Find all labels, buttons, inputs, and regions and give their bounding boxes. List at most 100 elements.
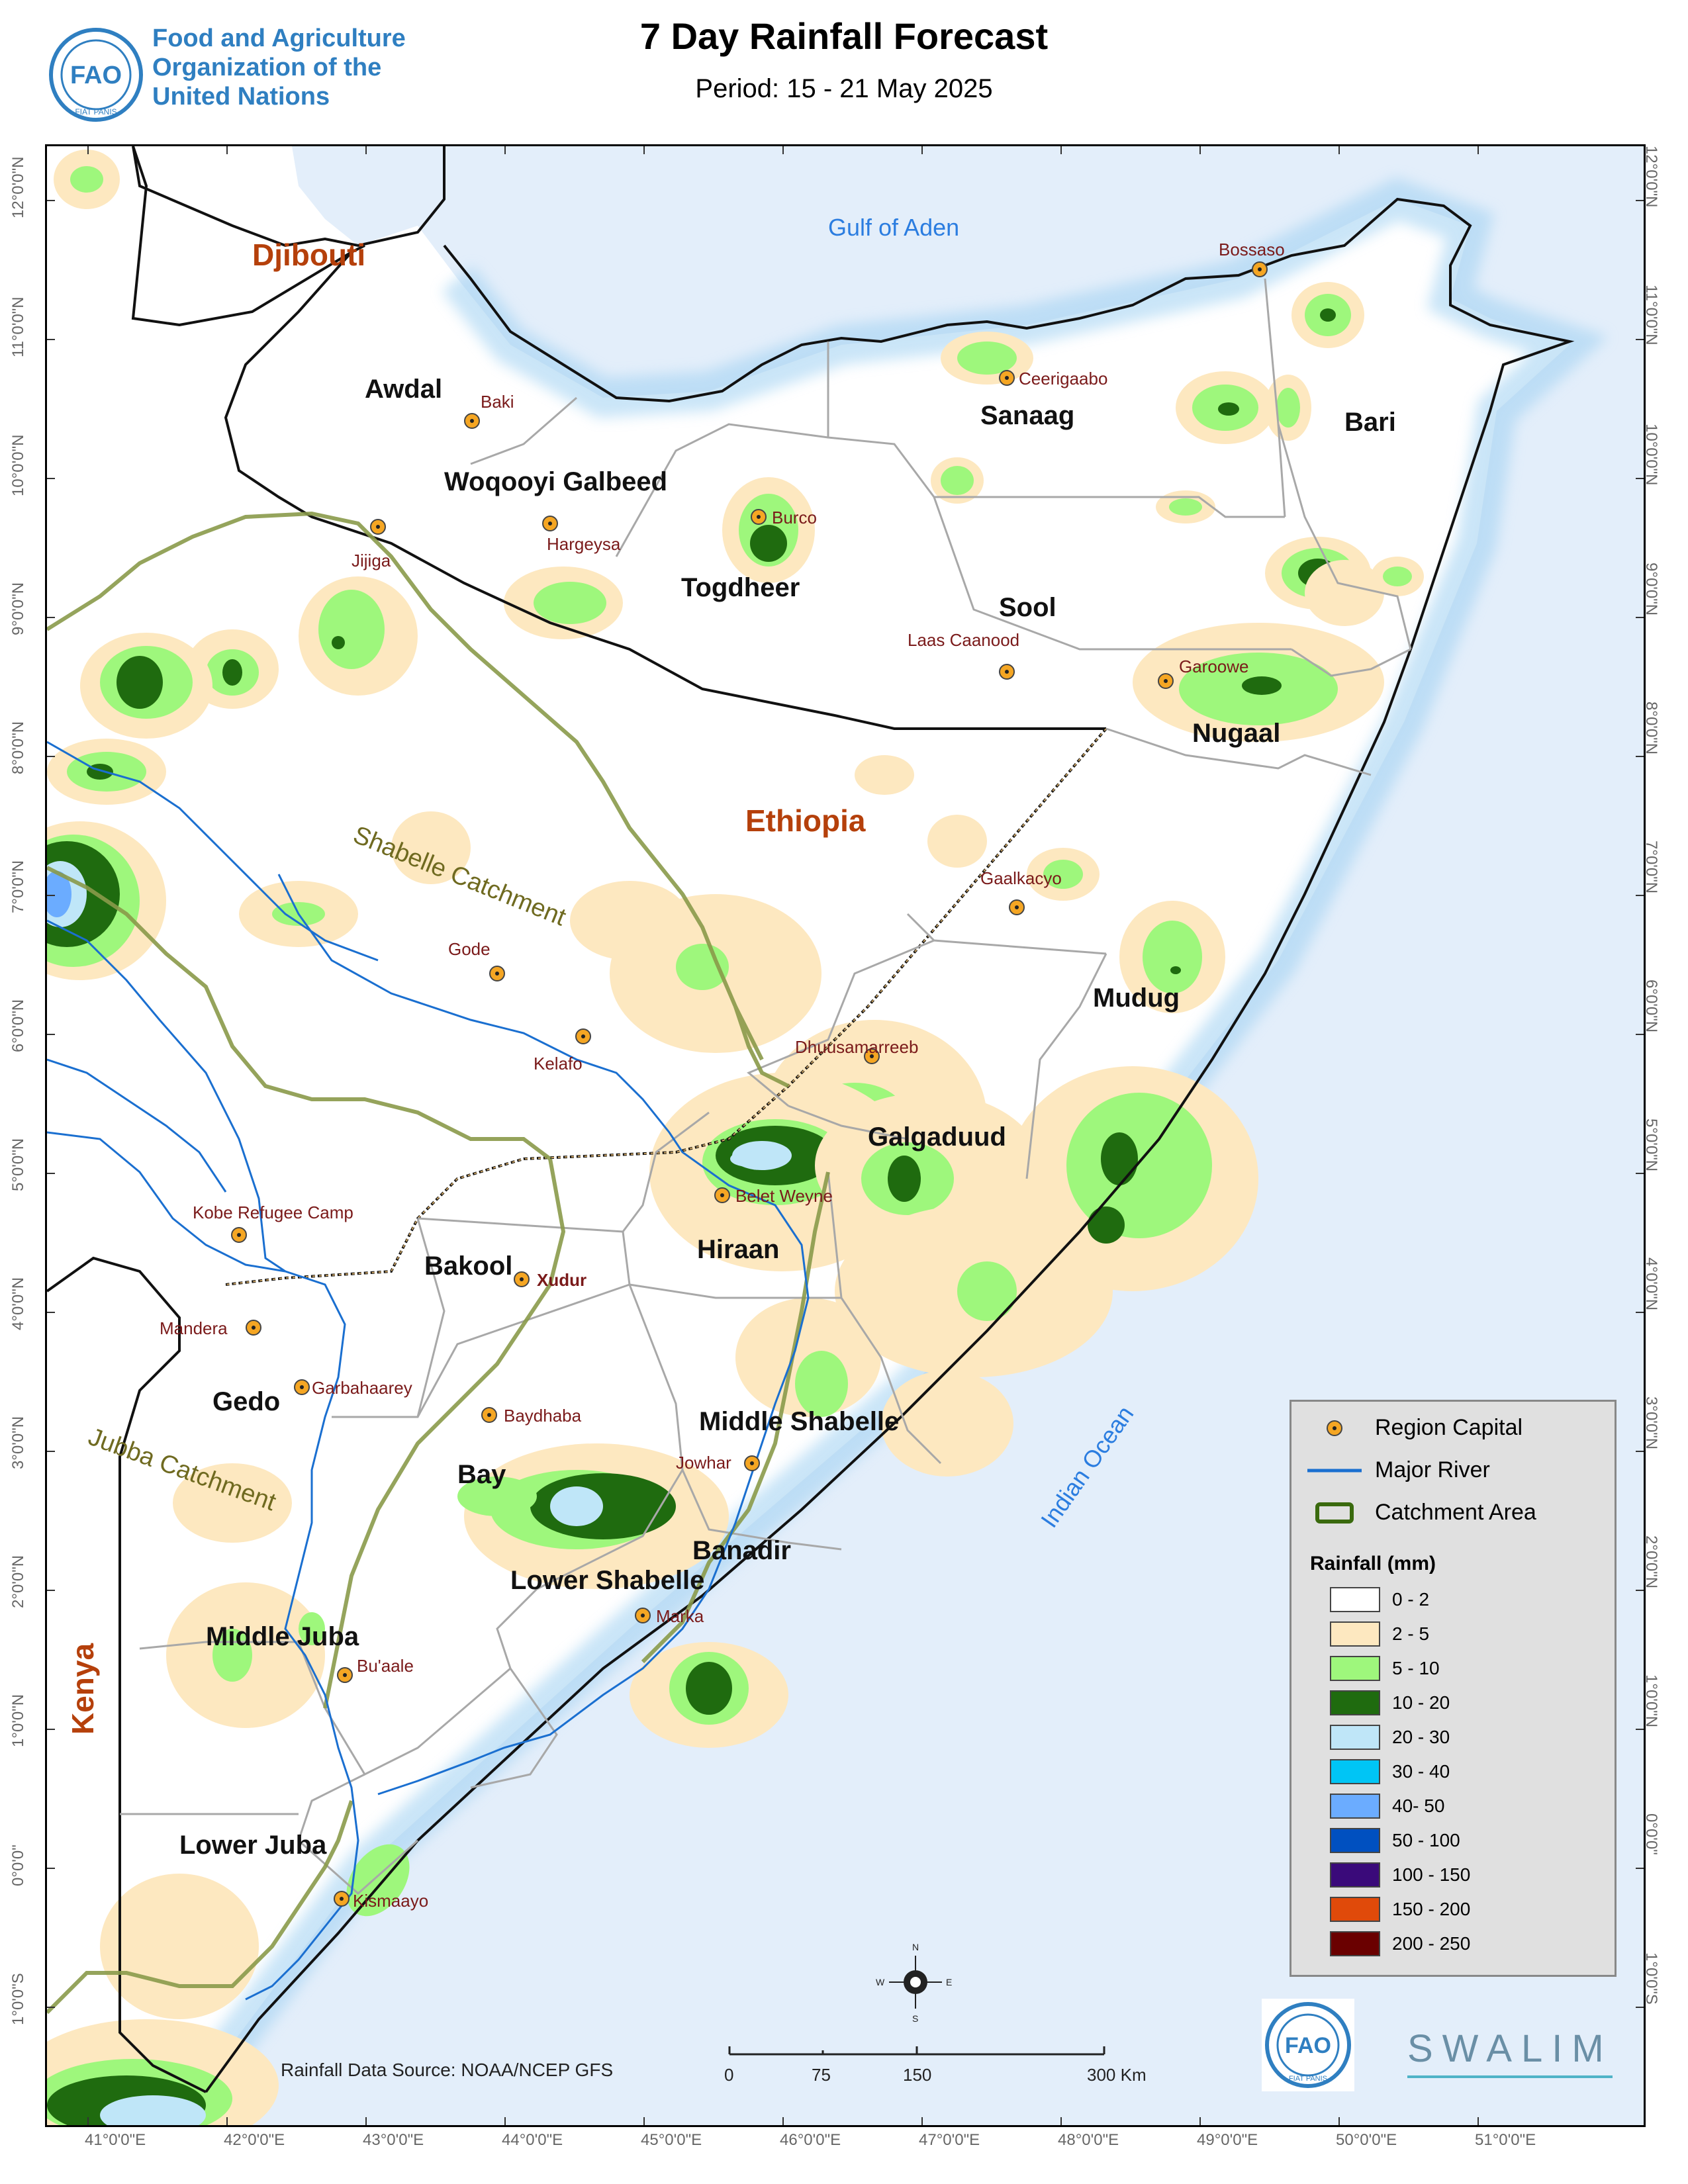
fao-logo: FAO FIAT PANIS: [1262, 1999, 1354, 2091]
capital-label-baki: Baki: [481, 392, 514, 412]
lat-tick: 6°0'0"N: [1642, 979, 1660, 1033]
map-title: 7 Day Rainfall Forecast: [639, 15, 1049, 57]
legend-catchment-label: Catchment Area: [1375, 1500, 1536, 1525]
rain-5-10: [534, 582, 606, 624]
rain-10-20: [1242, 676, 1282, 695]
legend-swatch: [1330, 1897, 1380, 1922]
region-label-woqooyi: Woqooyi Galbeed: [444, 467, 667, 496]
lon-tick: 48°0'0"E: [1058, 2131, 1119, 2149]
region-boundaries: [120, 278, 1412, 1895]
rain-5-10: [1276, 388, 1300, 428]
region-label-awdal: Awdal: [365, 375, 442, 404]
capital-label-hargeysa: Hargeysa: [547, 534, 621, 554]
border-provisional: [225, 727, 1107, 1286]
rain-20-30: [550, 1486, 603, 1526]
rain-5-10: [957, 341, 1017, 375]
org-line: United Nations: [152, 83, 330, 111]
region-label-bari: Bari: [1344, 408, 1396, 437]
org-name: Food and Agriculture Organization of the…: [152, 24, 406, 111]
legend-class-label: 50 - 100: [1392, 1830, 1460, 1850]
rain-10-20: [888, 1156, 921, 1202]
rain-2-5: [391, 811, 471, 884]
legend-class-label: 100 - 150: [1392, 1864, 1471, 1885]
rain-5-10: [1043, 860, 1083, 889]
capital-label-gode: Gode: [448, 939, 491, 959]
fao-logo: FAO FIAT PANIS: [46, 25, 146, 124]
rain-40-50: [47, 871, 71, 917]
lon-tick: 45°0'0"E: [641, 2131, 702, 2149]
lat-tick: 1°0'0"S: [1642, 1952, 1660, 2005]
capital-label-ceerigaabo: Ceerigaabo: [1019, 369, 1107, 388]
lat-tick: 8°0'0"N: [9, 721, 27, 774]
legend-rain-class: 10 - 20: [1330, 1690, 1450, 1715]
rain-5-10: [957, 1261, 1017, 1321]
legend-rain-class: 0 - 2: [1330, 1587, 1429, 1612]
border-somaliland-ethiopia: [224, 251, 1106, 730]
rain-5-10: [1383, 567, 1412, 586]
rainfall-layer: [47, 150, 1424, 2125]
legend-rain-class: 40- 50: [1330, 1794, 1444, 1819]
rain-20-30: [100, 2095, 206, 2125]
legend-swatch: [1330, 1725, 1380, 1750]
legend-class-label: 5 - 10: [1392, 1658, 1440, 1678]
lon-tick: 49°0'0"E: [1197, 2131, 1258, 2149]
region-label-middle-juba: Middle Juba: [206, 1622, 359, 1651]
rain-2-5: [570, 881, 689, 960]
scale-label: 0: [724, 2065, 734, 2085]
rain-2-5: [100, 1874, 259, 2019]
scale-bar: [728, 2046, 1105, 2056]
lat-tick: 9°0'0"N: [1642, 563, 1660, 616]
sea-label-gulf: Gulf of Aden: [828, 214, 959, 241]
legend-swatch: [1330, 1862, 1380, 1888]
shabelle-river: [277, 874, 810, 1796]
rain-10-20: [1170, 966, 1181, 974]
compass-rose: N S E W: [876, 1942, 952, 2024]
map-frame[interactable]: Djibouti Ethiopia Kenya Gulf of Aden Ind…: [45, 144, 1646, 2127]
legend-swatch: [1330, 1690, 1380, 1715]
logo-motto: FIAT PANIS: [1289, 2075, 1327, 2083]
rain-2-5: [1305, 560, 1384, 626]
lat-tick: 1°0'0"N: [9, 1694, 27, 1747]
logo-letters: FAO: [1285, 2033, 1331, 2058]
region-label-nugaal: Nugaal: [1192, 719, 1280, 748]
capital-label-gaalkacyo: Gaalkacyo: [980, 868, 1062, 888]
lat-tick: 7°0'0"N: [9, 860, 27, 913]
compass-e: E: [946, 1977, 952, 1987]
capital-marker-icon: [1305, 1418, 1364, 1438]
capital-label-kobe: Kobe Refugee Camp: [193, 1203, 353, 1222]
legend-rain-title: Rainfall (mm): [1310, 1553, 1436, 1574]
capital-label-kismaayo: Kismaayo: [353, 1891, 428, 1911]
region-label-sanaag: Sanaag: [980, 401, 1074, 430]
region-label-hiraan: Hiraan: [697, 1235, 780, 1264]
rain-5-10: [457, 1477, 537, 1516]
lat-tick: 5°0'0"N: [1642, 1118, 1660, 1172]
rain-10-20: [332, 636, 345, 649]
lat-tick: 5°0'0"N: [9, 1138, 27, 1191]
capital-label-garoowe: Garoowe: [1179, 657, 1249, 676]
gulf-of-aden: [179, 146, 1644, 2125]
lon-tick: 47°0'0"E: [919, 2131, 980, 2149]
lon-tick: 50°0'0"E: [1336, 2131, 1397, 2149]
scale-label: 300 Km: [1087, 2065, 1147, 2085]
catchment-box-icon: [1305, 1502, 1364, 1524]
capital-label-kelafo: Kelafo: [534, 1054, 583, 1073]
river-line-icon: [1305, 1464, 1364, 1477]
legend-rain-class: 200 - 250: [1330, 1931, 1470, 1956]
lat-tick: 4°0'0"N: [9, 1277, 27, 1330]
capital-label-mandera: Mandera: [160, 1318, 228, 1338]
legend-catchment: Catchment Area: [1305, 1500, 1536, 1525]
capital-label-dhuusamarreeb: Dhuusamarreeb: [795, 1037, 918, 1057]
rain-2-5: [173, 1463, 292, 1543]
border-djibouti: [131, 146, 365, 327]
swalim-underline: [1407, 2075, 1613, 2078]
logo-letters: FAO: [70, 62, 122, 89]
border-kenya: [47, 1256, 207, 2093]
scale-label: 75: [812, 2065, 831, 2085]
region-label-mudug: Mudug: [1093, 983, 1180, 1013]
lat-tick: 10°0'0"N: [9, 434, 27, 496]
lon-tick: 51°0'0"E: [1475, 2131, 1536, 2149]
capital-label-buaale: Bu'aale: [357, 1656, 414, 1676]
legend-class-label: 150 - 200: [1392, 1899, 1471, 1919]
capital-label-garbahaarey: Garbahaarey: [312, 1378, 412, 1398]
capital-label-xudur: Xudur: [537, 1270, 586, 1290]
